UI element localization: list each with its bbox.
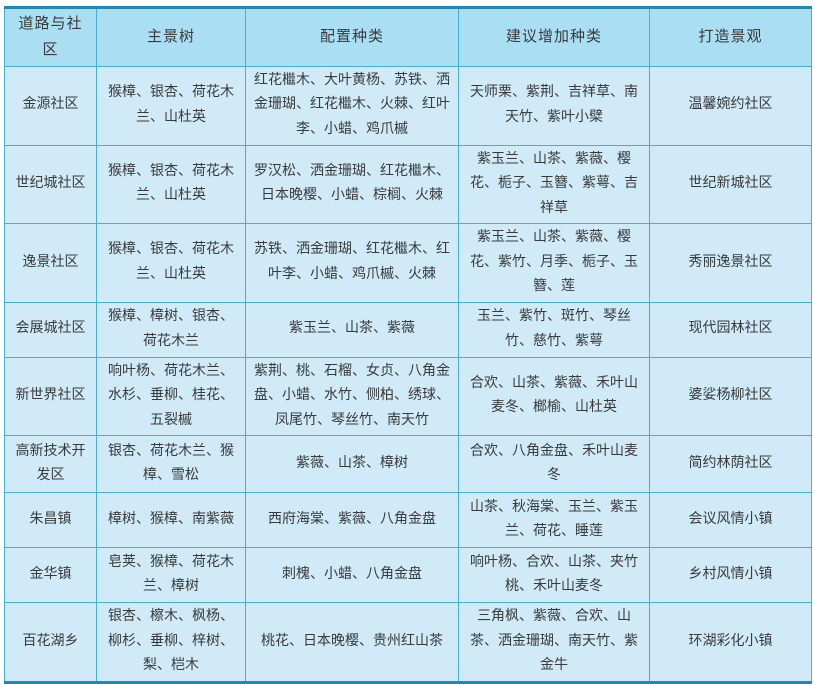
cell-main-trees: 樟树、猴樟、南紫薇	[96, 492, 246, 548]
document-page: 道路与社区 主景树 配置种类 建议增加种类 打造景观 金源社区 猴樟、银杏、荷花木…	[4, 6, 812, 684]
cell-target-landscape: 会议风情小镇	[649, 492, 812, 548]
cell-main-trees: 响叶杨、荷花木兰、水杉、垂柳、桂花、五裂槭	[96, 356, 246, 436]
column-header-main-trees: 主景树	[96, 7, 246, 67]
cell-configured-species: 红花檵木、大叶黄杨、苏铁、洒金珊瑚、红花檵木、火棘、红叶李、小蜡、鸡爪槭	[245, 65, 459, 146]
cell-configured-species: 苏铁、洒金珊瑚、红花檵木、红叶李、小蜡、鸡爪槭、火棘	[245, 223, 459, 303]
cell-target-landscape: 温馨婉约社区	[649, 65, 812, 146]
cell-suggested-species: 合欢、山茶、紫薇、禾叶山麦冬、榔榆、山杜英	[458, 356, 650, 436]
cell-configured-species: 紫薇、山茶、樟树	[245, 435, 459, 493]
cell-area: 朱昌镇	[4, 492, 97, 548]
cell-configured-species: 刺槐、小蜡、八角金盘	[245, 547, 459, 603]
cell-suggested-species: 天师栗、紫荆、吉祥草、南天竹、紫叶小檗	[458, 65, 650, 146]
cell-target-landscape: 世纪新城社区	[649, 144, 812, 224]
cell-main-trees: 猴樟、银杏、荷花木兰、山杜英	[96, 144, 246, 224]
cell-target-landscape: 婆娑杨柳社区	[649, 356, 812, 436]
table-row: 金源社区 猴樟、银杏、荷花木兰、山杜英 红花檵木、大叶黄杨、苏铁、洒金珊瑚、红花檵木…	[4, 65, 812, 146]
column-header-suggested-species: 建议增加种类	[458, 7, 650, 67]
planting-scheme-table: 道路与社区 主景树 配置种类 建议增加种类 打造景观 金源社区 猴樟、银杏、荷花木…	[4, 6, 812, 684]
cell-suggested-species: 响叶杨、合欢、山茶、夹竹桃、禾叶山麦冬	[458, 547, 650, 603]
cell-area: 金华镇	[4, 547, 97, 603]
column-header-configured-species: 配置种类	[245, 7, 459, 67]
cell-suggested-species: 紫玉兰、山茶、紫薇、樱花、紫竹、月季、栀子、玉簪、莲	[458, 223, 650, 303]
cell-suggested-species: 玉兰、紫竹、斑竹、琴丝竹、慈竹、紫萼	[458, 301, 650, 358]
table-row: 世纪城社区 猴樟、银杏、荷花木兰、山杜英 罗汉松、洒金珊瑚、红花檵木、日本晚樱、小蜡…	[4, 144, 812, 224]
cell-area: 新世界社区	[4, 356, 97, 436]
cell-main-trees: 银杏、荷花木兰、猴樟、雪松	[96, 435, 246, 493]
table-row: 百花湖乡 银杏、檫木、枫杨、柳杉、垂柳、梓树、梨、桤木 桃花、日本晚樱、贵州红山茶三…	[4, 602, 812, 683]
cell-suggested-species: 紫玉兰、山茶、紫薇、樱花、栀子、玉簪、紫萼、吉祥草	[458, 144, 650, 224]
table-row: 高新技术开发区 银杏、荷花木兰、猴樟、雪松 紫薇、山茶、樟树 合欢、八角金盘、禾叶山麦…	[4, 435, 812, 493]
cell-configured-species: 西府海棠、紫薇、八角金盘	[245, 492, 459, 548]
cell-target-landscape: 现代园林社区	[649, 301, 812, 358]
table-row: 新世界社区 响叶杨、荷花木兰、水杉、垂柳、桂花、五裂槭 紫荆、桃、石榴、女贞、八角金…	[4, 356, 812, 436]
cell-configured-species: 罗汉松、洒金珊瑚、红花檵木、日本晚樱、小蜡、棕榈、火棘	[245, 144, 459, 224]
cell-suggested-species: 山茶、秋海棠、玉兰、紫玉兰、荷花、睡莲	[458, 492, 650, 548]
table-row: 朱昌镇 樟树、猴樟、南紫薇 西府海棠、紫薇、八角金盘 山茶、秋海棠、玉兰、紫玉兰、荷花…	[4, 492, 812, 548]
cell-target-landscape: 乡村风情小镇	[649, 547, 812, 603]
cell-configured-species: 桃花、日本晚樱、贵州红山茶	[245, 602, 459, 683]
cell-suggested-species: 三角枫、紫薇、合欢、山茶、洒金珊瑚、南天竹、紫金牛	[458, 602, 650, 683]
column-header-area: 道路与社区	[4, 7, 97, 67]
table-row: 逸景社区 猴樟、银杏、荷花木兰、山杜英 苏铁、洒金珊瑚、红花檵木、红叶李、小蜡、鸡爪…	[4, 223, 812, 303]
cell-area: 金源社区	[4, 65, 97, 146]
cell-configured-species: 紫玉兰、山茶、紫薇	[245, 301, 459, 358]
cell-area: 百花湖乡	[4, 602, 97, 683]
cell-target-landscape: 简约林荫社区	[649, 435, 812, 493]
cell-main-trees: 猴樟、银杏、荷花木兰、山杜英	[96, 223, 246, 303]
table-row: 会展城社区 猴樟、樟树、银杏、荷花木兰 紫玉兰、山茶、紫薇 玉兰、紫竹、斑竹、琴丝竹、…	[4, 301, 812, 358]
cell-main-trees: 猴樟、樟树、银杏、荷花木兰	[96, 301, 246, 358]
cell-main-trees: 猴樟、银杏、荷花木兰、山杜英	[96, 65, 246, 146]
cell-area: 世纪城社区	[4, 144, 97, 224]
column-header-target-landscape: 打造景观	[649, 7, 812, 67]
header-row: 道路与社区 主景树 配置种类 建议增加种类 打造景观	[4, 7, 812, 67]
cell-main-trees: 银杏、檫木、枫杨、柳杉、垂柳、梓树、梨、桤木	[96, 602, 246, 683]
cell-target-landscape: 秀丽逸景社区	[649, 223, 812, 303]
cell-main-trees: 皂荚、猴樟、荷花木兰、樟树	[96, 547, 246, 603]
cell-configured-species: 紫荆、桃、石榴、女贞、八角金盘、小蜡、水竹、侧柏、绣球、凤尾竹、琴丝竹、南天竹	[245, 356, 459, 436]
cell-area: 逸景社区	[4, 223, 97, 303]
cell-target-landscape: 环湖彩化小镇	[649, 602, 812, 683]
cell-area: 高新技术开发区	[4, 435, 97, 493]
cell-area: 会展城社区	[4, 301, 97, 358]
table-row: 金华镇 皂荚、猴樟、荷花木兰、樟树 刺槐、小蜡、八角金盘 响叶杨、合欢、山茶、夹竹桃、…	[4, 547, 812, 603]
cell-suggested-species: 合欢、八角金盘、禾叶山麦冬	[458, 435, 650, 493]
